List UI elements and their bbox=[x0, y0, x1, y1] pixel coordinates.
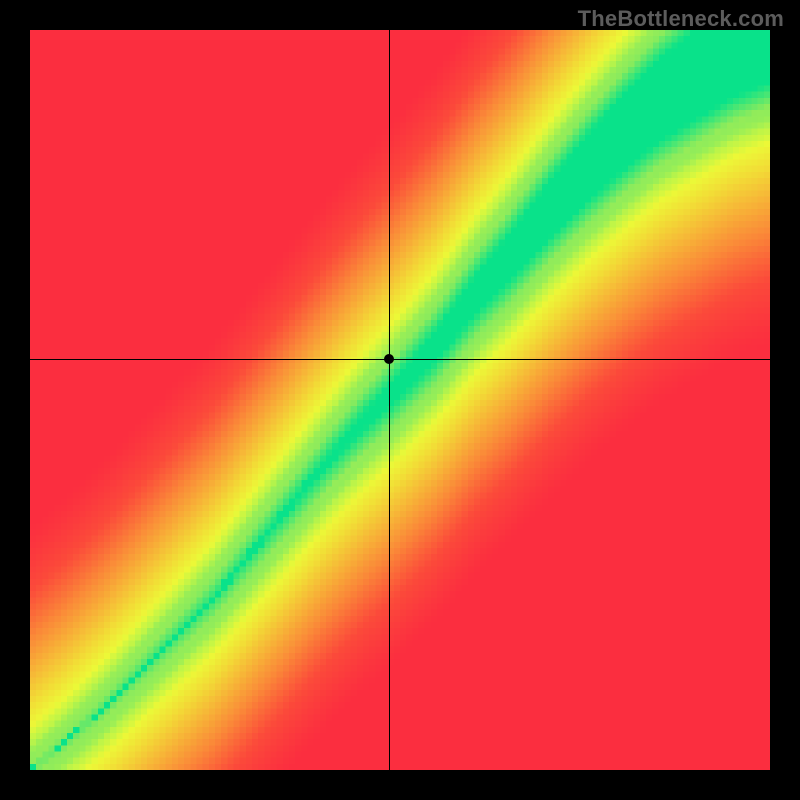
crosshair-horizontal bbox=[30, 359, 770, 360]
watermark-text: TheBottleneck.com bbox=[578, 6, 784, 32]
selection-marker bbox=[384, 354, 394, 364]
crosshair-vertical bbox=[389, 30, 390, 770]
bottleneck-heatmap bbox=[30, 30, 770, 770]
plot-area bbox=[30, 30, 770, 770]
